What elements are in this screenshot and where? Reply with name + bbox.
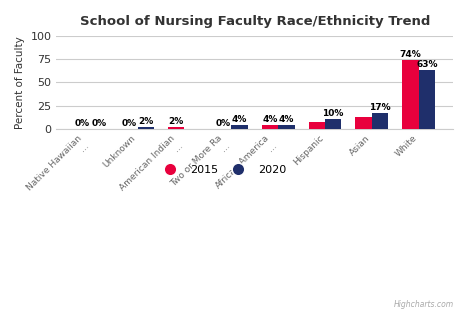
Text: 63%: 63% bbox=[416, 60, 438, 69]
Bar bbox=[418, 70, 435, 129]
Text: 10%: 10% bbox=[322, 109, 344, 118]
Bar bbox=[402, 60, 418, 129]
Text: 17%: 17% bbox=[369, 103, 391, 112]
Bar bbox=[278, 125, 294, 129]
Text: 0%: 0% bbox=[216, 119, 231, 128]
Text: 2%: 2% bbox=[138, 117, 154, 126]
Text: 4%: 4% bbox=[232, 115, 247, 124]
Text: 0%: 0% bbox=[122, 119, 137, 128]
Text: 0%: 0% bbox=[75, 119, 90, 128]
Bar bbox=[372, 113, 388, 129]
Bar bbox=[355, 117, 372, 129]
Bar bbox=[325, 119, 341, 129]
Bar bbox=[138, 127, 154, 129]
Y-axis label: Percent of Faculty: Percent of Faculty bbox=[15, 36, 25, 129]
Bar bbox=[231, 125, 248, 129]
Text: 74%: 74% bbox=[400, 50, 421, 59]
Text: 0%: 0% bbox=[91, 119, 107, 128]
Bar bbox=[262, 125, 278, 129]
Text: 2%: 2% bbox=[168, 117, 184, 126]
Bar bbox=[308, 122, 325, 129]
Legend: 2015, 2020: 2015, 2020 bbox=[154, 159, 292, 180]
Title: School of Nursing Faculty Race/Ethnicity Trend: School of Nursing Faculty Race/Ethnicity… bbox=[80, 15, 430, 28]
Text: 4%: 4% bbox=[262, 115, 278, 124]
Text: 4%: 4% bbox=[278, 115, 294, 124]
Text: Highcharts.com: Highcharts.com bbox=[394, 300, 454, 309]
Bar bbox=[168, 127, 184, 129]
